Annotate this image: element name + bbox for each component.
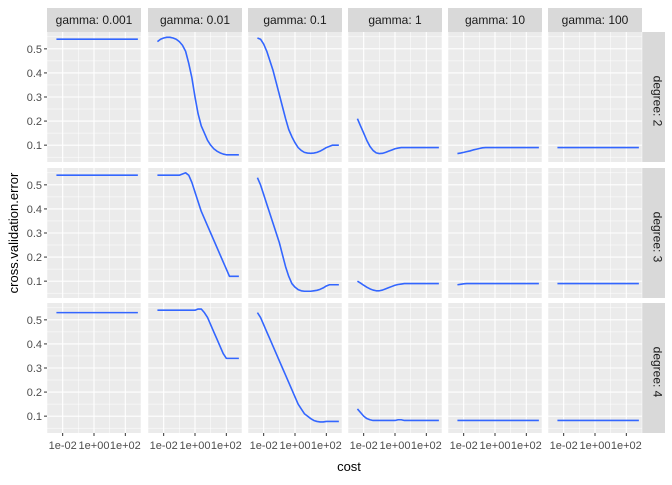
series-line (256, 312, 339, 423)
panel (247, 168, 343, 298)
x-tick-label: 1e+02 (511, 440, 542, 452)
y-tick-label: 0.5 (27, 180, 42, 192)
y-tick-label: 0.3 (27, 363, 42, 375)
row-strips: degree: 2 degree: 3 degree: 4 (642, 32, 665, 433)
y-tick-label: 0.2 (27, 252, 42, 264)
column-strip (448, 8, 542, 32)
series-line (256, 177, 339, 293)
x-tick-label: 1e+00 (79, 440, 110, 452)
panel (447, 168, 543, 298)
x-tick-label: 1e-02 (550, 440, 578, 452)
y-tick-label: 0.5 (27, 315, 42, 327)
y-tick-label: 0.3 (27, 228, 42, 240)
series-line (457, 282, 539, 286)
series-line (157, 308, 239, 360)
row-strip (642, 303, 665, 433)
x-tick-label: 1e+02 (611, 440, 642, 452)
column-strip-label: gamma: 10 (465, 13, 525, 27)
x-tick-label: 1e-02 (350, 440, 378, 452)
y-tick-label: 0.5 (27, 44, 42, 56)
series-line (156, 36, 239, 156)
x-tick-label: 1e+02 (211, 440, 242, 452)
series-line (457, 146, 539, 155)
y-tick-label: 0.2 (27, 116, 42, 128)
column-strip-label: gamma: 100 (562, 13, 629, 27)
column-strip (248, 8, 342, 32)
column-strip-label: gamma: 0.001 (56, 13, 133, 27)
panel (447, 303, 543, 433)
panel (147, 32, 243, 162)
x-tick-label: 1e+00 (380, 440, 411, 452)
y-tick-label: 0.3 (27, 92, 42, 104)
y-tick-label: 0.1 (27, 276, 42, 288)
column-strip (47, 8, 141, 32)
y-axes: 0.1 0.2 0.3 0.4 0.5 0.1 0.2 0.3 0.4 0.5 0.1 0.2 0.3 0… (27, 44, 47, 423)
series-line (157, 172, 239, 278)
y-axis-title: cross.validation.error (6, 172, 21, 293)
column-strips: gamma: 0.001 gamma: 0.01 gamma: 0.1 gamma: … (47, 8, 642, 32)
series-line (257, 37, 339, 155)
row-strip-label: degree: 3 (651, 212, 665, 263)
x-tick-label: 1e+02 (311, 440, 342, 452)
panel (247, 303, 343, 433)
series-line (356, 118, 439, 155)
panel (147, 168, 243, 298)
panel (347, 303, 443, 433)
series-line (357, 280, 439, 292)
column-strip (548, 8, 642, 32)
y-tick-label: 0.1 (27, 411, 42, 423)
series-line (356, 408, 439, 422)
panel (46, 168, 142, 298)
row-strip (642, 168, 665, 298)
column-strip (348, 8, 442, 32)
y-tick-label: 0.1 (27, 140, 42, 152)
x-tick-label: 1e+02 (411, 440, 442, 452)
y-tick-label: 0.4 (27, 339, 42, 351)
panel (547, 303, 643, 433)
x-tick-label: 1e-02 (150, 440, 178, 452)
panel (347, 32, 443, 162)
column-strip (148, 8, 242, 32)
y-tick-label: 0.2 (27, 387, 42, 399)
row-strip-label: degree: 4 (651, 347, 665, 398)
panel (147, 303, 243, 433)
panels (46, 32, 643, 433)
panel (46, 303, 142, 433)
y-tick-label: 0.4 (27, 204, 42, 216)
x-tick-label: 1e+00 (180, 440, 211, 452)
column-strip-label: gamma: 1 (368, 13, 422, 27)
panel (46, 32, 142, 162)
x-tick-label: 1e-02 (450, 440, 478, 452)
x-tick-label: 1e-02 (49, 440, 77, 452)
x-tick-label: 1e+00 (280, 440, 311, 452)
column-strip-label: gamma: 0.01 (160, 13, 230, 27)
x-tick-label: 1e+00 (480, 440, 511, 452)
x-tick-label: 1e-02 (250, 440, 278, 452)
y-tick-label: 0.4 (27, 68, 42, 80)
x-tick-label: 1e+00 (580, 440, 611, 452)
row-strip-label: degree: 2 (651, 76, 665, 127)
row-strip (642, 32, 665, 162)
x-axes: 1e-02 1e+00 1e+02 1e-02 1e+00 1e+02 1e-02 1e+00… (49, 433, 642, 452)
panel (247, 32, 343, 162)
x-axis-title: cost (337, 459, 361, 474)
column-strip-label: gamma: 0.1 (263, 13, 327, 27)
panel (447, 32, 543, 162)
panel (347, 168, 443, 298)
panel (547, 168, 643, 298)
x-tick-label: 1e+02 (110, 440, 141, 452)
panel (547, 32, 643, 162)
